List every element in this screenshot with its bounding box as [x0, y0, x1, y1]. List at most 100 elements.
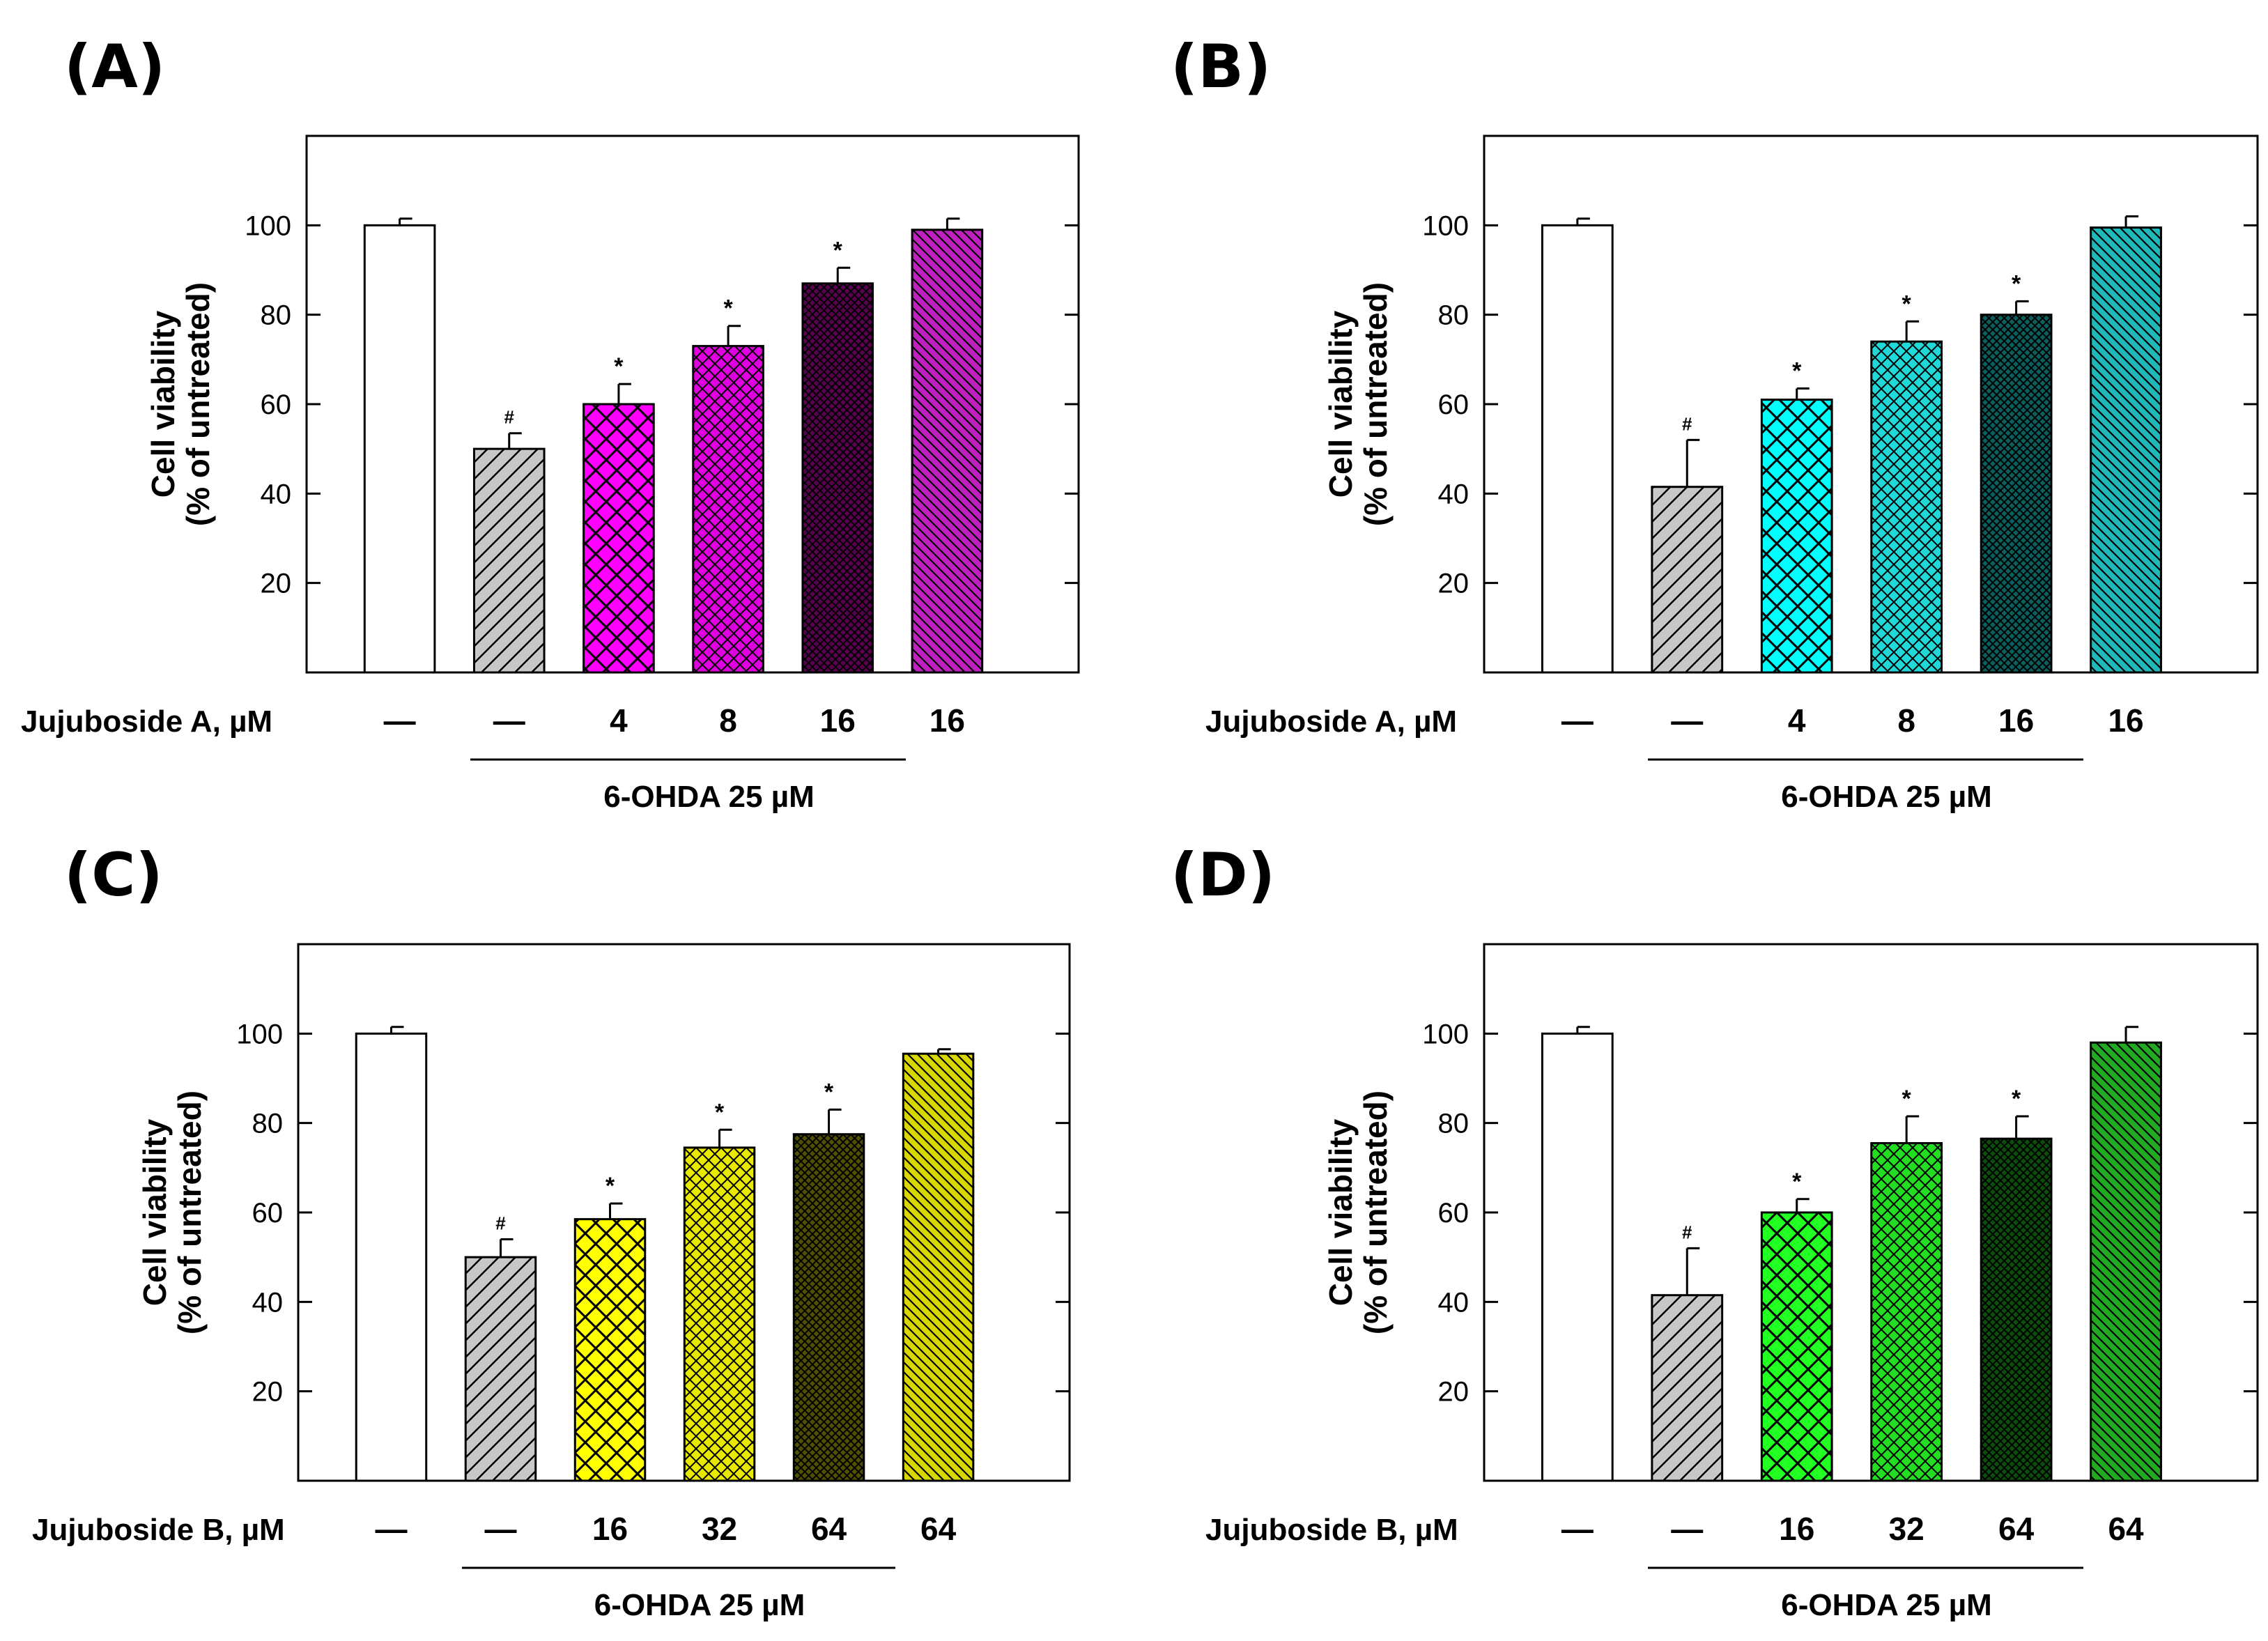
significance-star: * — [1902, 291, 1912, 317]
group-label: 6-OHDA 25 µM — [603, 780, 814, 814]
bar-hatch — [1981, 314, 2051, 673]
dose-label: 4 — [1788, 702, 1806, 739]
significance-star: * — [614, 353, 624, 380]
dose-label: 16 — [929, 702, 965, 739]
y-tick-label: 60 — [1438, 1198, 1469, 1228]
y-axis-label-line1: Cell viability — [145, 310, 181, 498]
significance-star: * — [715, 1099, 725, 1125]
dose-label: 8 — [1897, 702, 1915, 739]
compound-row-label: Jujuboside B, µM — [32, 1513, 285, 1547]
dose-label: — — [1671, 1511, 1703, 1547]
group-label: 6-OHDA 25 µM — [1781, 780, 1991, 814]
y-tick-label: 80 — [1438, 1109, 1469, 1139]
dose-label: — — [375, 1511, 407, 1547]
y-tick-label: 100 — [236, 1019, 283, 1049]
significance-hash: # — [504, 407, 515, 428]
y-tick-label: 20 — [1438, 1377, 1469, 1408]
bar-hatch — [465, 1257, 536, 1481]
significance-star: * — [833, 237, 843, 263]
bar-hatch — [693, 346, 764, 672]
chart-panel-c: (C) 20 40 60 80 100 Cell viability(% of untrea… — [32, 840, 1071, 1622]
significance-star: * — [1902, 1086, 1912, 1112]
y-axis-label-line2: (% of untreated) — [180, 282, 216, 526]
dose-label: 16 — [1779, 1511, 1814, 1547]
bar-hatch — [1981, 1139, 2051, 1481]
significance-star: * — [723, 295, 733, 322]
significance-star: * — [605, 1173, 615, 1199]
chart-panel-b: (B) 20 40 60 80 100 Cell viability(% of untrea… — [1171, 32, 2259, 814]
bar-hatch — [1871, 341, 1942, 672]
bar-hatch — [1761, 1212, 1833, 1481]
bar-fill — [356, 1033, 426, 1481]
significance-star: * — [1792, 1169, 1802, 1195]
bar-fill — [1542, 1033, 1613, 1481]
y-axis-label-line1: Cell viability — [1322, 310, 1359, 498]
bar-hatch — [2090, 227, 2161, 673]
dose-label: — — [384, 702, 416, 739]
y-tick-label: 20 — [252, 1377, 284, 1408]
dose-label: 16 — [1998, 702, 2034, 739]
dose-label: 4 — [610, 702, 628, 739]
bar-hatch — [575, 1219, 645, 1481]
dose-label: 32 — [702, 1511, 737, 1547]
bar-hatch — [684, 1147, 755, 1481]
y-tick-label: 60 — [1438, 390, 1469, 420]
panel-label: (C) — [64, 840, 163, 910]
compound-row-label: Jujuboside A, µM — [21, 704, 272, 739]
dose-label: 16 — [592, 1511, 628, 1547]
y-tick-label: 40 — [1438, 479, 1469, 509]
y-tick-label: 80 — [1438, 300, 1469, 331]
y-axis-label-line2: (% of untreated) — [1357, 1091, 1394, 1334]
significance-hash: # — [495, 1213, 506, 1234]
bar-hatch — [802, 283, 873, 672]
y-tick-label: 100 — [1422, 210, 1469, 241]
compound-row-label: Jujuboside B, µM — [1205, 1513, 1458, 1547]
panel-label: (B) — [1171, 32, 1271, 102]
group-label: 6-OHDA 25 µM — [1781, 1588, 1991, 1622]
bar-hatch — [583, 404, 654, 672]
y-tick-label: 40 — [252, 1287, 284, 1318]
y-tick-label: 60 — [252, 1198, 284, 1228]
dose-label: — — [1561, 702, 1594, 739]
y-tick-label: 60 — [261, 390, 292, 420]
panel-label: (D) — [1171, 840, 1275, 910]
significance-hash: # — [1682, 1222, 1692, 1242]
group-label: 6-OHDA 25 µM — [594, 1588, 805, 1622]
significance-star: * — [2012, 1086, 2021, 1112]
y-tick-label: 100 — [1422, 1019, 1469, 1049]
bar-hatch — [794, 1134, 864, 1481]
dose-label: — — [1671, 702, 1703, 739]
significance-hash: # — [1682, 413, 1692, 434]
dose-label: 64 — [2108, 1511, 2144, 1547]
dose-label: 16 — [2108, 702, 2143, 739]
bar-hatch — [1651, 1295, 1722, 1481]
panel-label: (A) — [64, 32, 165, 102]
y-tick-label: 40 — [1438, 1287, 1469, 1318]
dose-label: 32 — [1889, 1511, 1924, 1547]
bar-fill — [1542, 225, 1613, 672]
bar-fill — [364, 225, 435, 672]
significance-star: * — [824, 1079, 834, 1105]
dose-label: 64 — [1998, 1511, 2035, 1547]
y-tick-label: 20 — [1438, 569, 1469, 599]
dose-label: 64 — [920, 1511, 957, 1547]
y-axis-label-line1: Cell viability — [137, 1118, 173, 1306]
y-tick-label: 20 — [261, 569, 292, 599]
chart-panel-a: (A) 20 40 60 80 100 Cell viability(% of untrea… — [21, 32, 1080, 814]
compound-row-label: Jujuboside A, µM — [1205, 704, 1457, 739]
bar-hatch — [474, 449, 545, 672]
chart-panel-d: (D) 20 40 60 80 100 Cell viability(% of untrea… — [1171, 840, 2259, 1622]
dose-label: — — [484, 1511, 516, 1547]
y-tick-label: 80 — [261, 300, 292, 331]
bar-hatch — [1871, 1143, 1942, 1481]
significance-star: * — [1792, 358, 1802, 385]
significance-star: * — [2012, 270, 2021, 297]
y-axis-label-line1: Cell viability — [1322, 1118, 1359, 1306]
bar-hatch — [1761, 399, 1833, 672]
y-tick-label: 80 — [252, 1109, 284, 1139]
dose-label: — — [1561, 1511, 1594, 1547]
dose-label: 8 — [719, 702, 737, 739]
dose-label: 64 — [811, 1511, 847, 1547]
bar-hatch — [1651, 486, 1722, 672]
